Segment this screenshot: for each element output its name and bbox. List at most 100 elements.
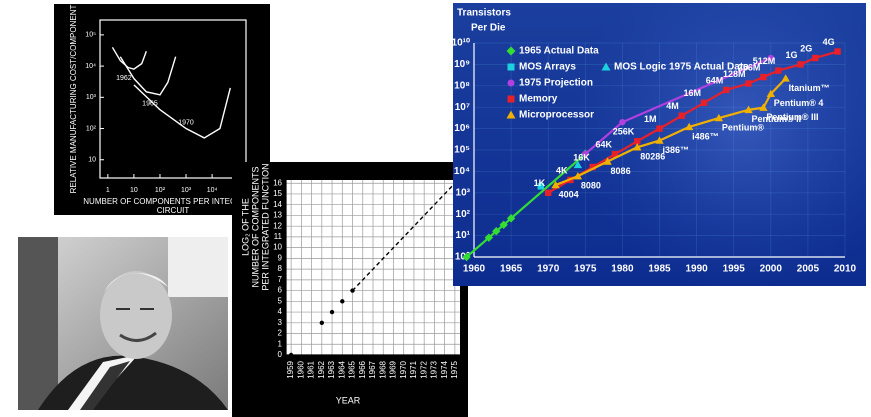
x-tick-label: 2010 — [834, 264, 857, 275]
curve-label: 1962 — [116, 75, 132, 82]
marker-square — [834, 48, 840, 54]
marker-circle — [619, 119, 625, 125]
x-tick-label: 2005 — [797, 264, 820, 275]
y-tick-label: 10⁸ — [454, 80, 470, 91]
y-tick-label: 10⁴ — [454, 166, 470, 177]
y-axis-label: RELATIVE MANUFACTURING COST/COMPONENT — [69, 5, 78, 194]
y-tick-label: 10⁵ — [454, 145, 470, 156]
data-label: 512M — [753, 56, 776, 66]
data-label: 4G — [823, 37, 835, 47]
x-tick-label: 1972 — [419, 360, 428, 378]
x-tick-label: 1971 — [409, 360, 418, 378]
x-tick-label: 1990 — [685, 264, 708, 275]
y-tick-label: 7 — [278, 275, 283, 284]
x-tick-label: 1969 — [389, 360, 398, 378]
y-tick-label: 13 — [273, 211, 282, 220]
marker-square — [679, 113, 685, 119]
marker-square — [745, 80, 751, 86]
point-label: Itanium™ — [789, 83, 830, 93]
y-axis-label: PER INTEGRATED FUNCTION — [260, 163, 270, 290]
y-tick-label: 10³ — [456, 187, 471, 198]
point-label: 8080 — [581, 181, 601, 191]
legend-label: Microprocessor — [519, 110, 594, 121]
marker-square — [723, 87, 729, 93]
point-label: 8086 — [611, 166, 631, 176]
data-label: 1M — [644, 114, 657, 124]
x-axis-label: CIRCUIT — [157, 206, 190, 215]
x-tick-label: 1962 — [317, 360, 326, 378]
y-tick-label: 10 — [273, 243, 282, 252]
x-tick-label: 10³ — [181, 187, 192, 194]
legend-label: Memory — [519, 94, 558, 105]
data-label: 4M — [666, 101, 679, 111]
portrait-photo — [18, 237, 228, 410]
y-tick-label: 12 — [273, 221, 282, 230]
y-tick-label: 5 — [278, 296, 283, 305]
data-label: 64M — [706, 75, 724, 85]
x-tick-label: 1966 — [358, 360, 367, 378]
marker-square — [508, 96, 515, 103]
marker-square — [812, 55, 818, 61]
x-tick-label: 1965 — [348, 360, 357, 378]
y-tick-label: 15 — [273, 189, 282, 198]
y-tick-label: 10⁵ — [85, 32, 96, 39]
chart-title: Per Die — [471, 23, 506, 34]
x-tick-label: 1980 — [611, 264, 634, 275]
legend-label: 1975 Projection — [519, 78, 593, 89]
y-tick-label: 2 — [278, 329, 283, 338]
y-tick-label: 10² — [86, 125, 97, 132]
marker-square — [760, 74, 766, 80]
y-axis-label: LOG₂ OF THE — [240, 198, 250, 256]
y-tick-label: 10⁴ — [85, 63, 96, 70]
marker-circle — [508, 80, 515, 87]
x-axis-label: YEAR — [336, 395, 361, 405]
x-tick-label: 10⁴ — [207, 187, 218, 194]
x-tick-label: 1973 — [430, 360, 439, 378]
y-tick-label: 11 — [274, 232, 283, 241]
y-tick-label: 10¹ — [456, 230, 471, 241]
data-label: 4K — [556, 165, 568, 175]
y-tick-label: 10⁶ — [454, 123, 470, 134]
marker-square — [701, 100, 707, 106]
point-label: i386™ — [663, 145, 690, 155]
marker-circle — [320, 321, 324, 325]
point-label: Pentium® 4 — [774, 98, 824, 108]
x-tick-label: 1964 — [337, 360, 346, 378]
y-tick-label: 1 — [278, 339, 283, 348]
y-tick-label: 10¹⁰ — [453, 38, 470, 49]
x-tick-label: 1970 — [537, 264, 560, 275]
y-tick-label: 6 — [278, 286, 283, 295]
chart-title: Transistors — [457, 8, 511, 19]
marker-circle — [330, 310, 334, 314]
x-tick-label: 1975 — [450, 360, 459, 378]
x-tick-label: 1960 — [463, 264, 486, 275]
data-label: 16K — [573, 152, 590, 162]
marker-circle — [340, 299, 344, 303]
x-tick-label: 10 — [130, 187, 138, 194]
x-tick-label: 1975 — [574, 264, 597, 275]
data-label: 1G — [785, 50, 797, 60]
y-tick-label: 10⁷ — [455, 102, 470, 113]
x-tick-label: 1985 — [648, 264, 671, 275]
page: 1010²10³10⁴10⁵11010²10³10⁴10⁵NUMBER OF C… — [0, 0, 871, 417]
curve-label: 1970 — [178, 119, 194, 126]
y-tick-label: 8 — [278, 264, 283, 273]
data-label: 256K — [613, 127, 635, 137]
x-tick-label: 1963 — [327, 360, 336, 378]
marker-circle — [289, 353, 293, 357]
legend-label: MOS Arrays — [519, 62, 576, 73]
y-tick-label: 9 — [278, 253, 283, 262]
y-tick-label: 10⁹ — [454, 59, 470, 70]
x-tick-label: 1967 — [368, 360, 377, 378]
marker-square — [775, 67, 781, 73]
y-tick-label: 14 — [273, 200, 282, 209]
point-label: Pentium® III — [766, 112, 818, 122]
point-label: i486™ — [692, 131, 719, 141]
data-label: 64K — [595, 140, 612, 150]
y-axis-label: NUMBER OF COMPONENTS — [250, 166, 260, 287]
y-tick-label: 4 — [278, 307, 283, 316]
marker-square — [797, 61, 803, 67]
x-tick-label: 1965 — [500, 264, 523, 275]
